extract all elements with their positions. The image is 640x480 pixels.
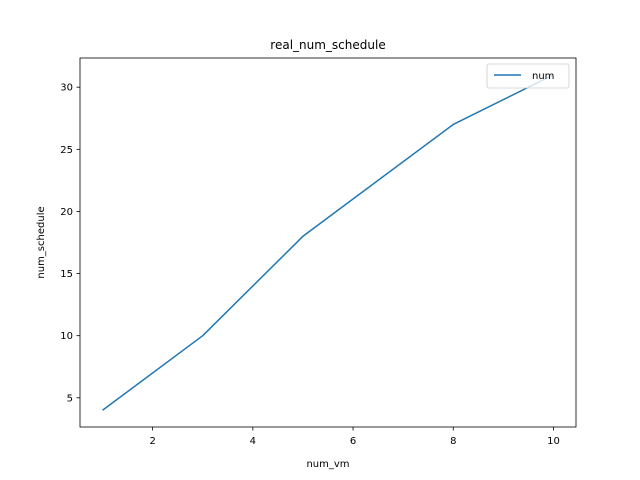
y-tick-label: 5 xyxy=(67,393,73,404)
x-tick-label: 10 xyxy=(547,436,560,447)
y-axis-label: num_schedule xyxy=(36,206,47,278)
plot-area xyxy=(102,74,554,411)
x-tick-label: 4 xyxy=(250,436,256,447)
plot-frame xyxy=(79,57,577,428)
y-tick-label: 20 xyxy=(60,207,73,218)
x-tick-label: 8 xyxy=(450,436,456,447)
x-tick-label: 6 xyxy=(350,436,356,447)
series-line-num xyxy=(102,74,554,411)
chart-title: real_num_schedule xyxy=(270,38,385,52)
y-tick-label: 30 xyxy=(60,83,73,94)
legend-label: num xyxy=(532,71,554,82)
y-tick-label: 25 xyxy=(60,145,73,156)
axis-ticks: 2 4 6 8 10 5 10 15 20 25 30 xyxy=(60,83,560,447)
y-tick-label: 15 xyxy=(60,269,73,280)
y-tick-label: 10 xyxy=(60,331,73,342)
x-tick-label: 2 xyxy=(149,436,155,447)
legend-box xyxy=(486,63,570,89)
legend: num xyxy=(486,63,570,89)
x-axis-label: num_vm xyxy=(306,459,349,470)
